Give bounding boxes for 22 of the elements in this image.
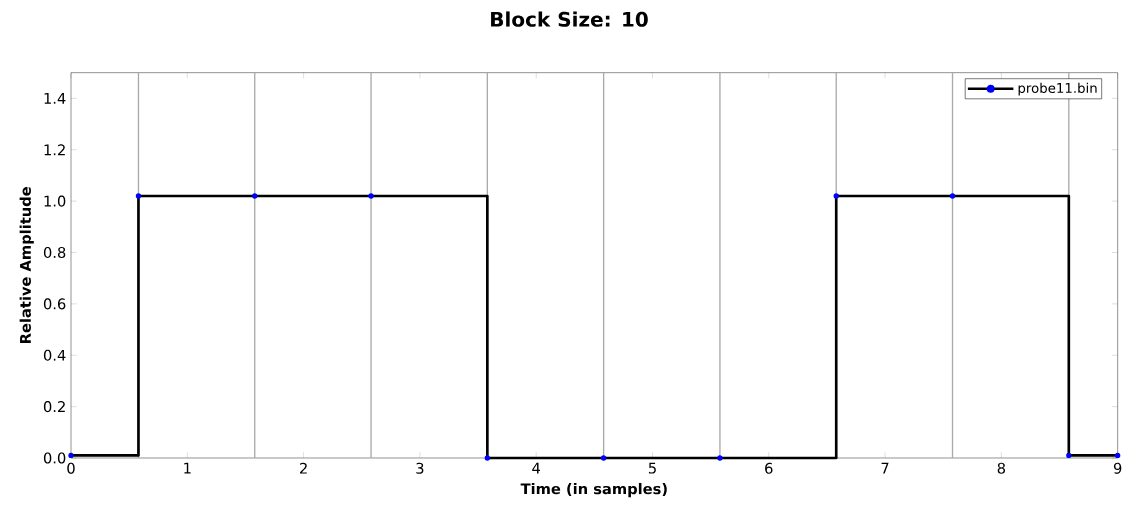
y-tick-label: 1.0 — [44, 195, 66, 207]
legend-label: probe11.bin — [1018, 82, 1097, 96]
x-tick-label: 7 — [881, 462, 889, 474]
x-tick-label: 8 — [997, 462, 1006, 474]
x-tick-label: 9 — [1113, 462, 1122, 474]
x-tick-label: 3 — [416, 462, 424, 474]
x-tick-label: 0 — [67, 462, 75, 474]
y-tick-label: 0.0 — [43, 452, 66, 464]
y-tick-label: 0.2 — [43, 401, 65, 413]
chart-title: Block Size: 10 — [491, 11, 648, 27]
y-axis-title: Relative Amplitude — [19, 187, 34, 343]
y-tick-label: 0.4 — [43, 349, 66, 361]
x-tick-label: 2 — [300, 462, 307, 474]
x-tick-label: 6 — [765, 462, 773, 474]
y-tick-label: 0.8 — [43, 246, 66, 259]
x-tick-label: 1 — [184, 462, 191, 474]
x-tick-label: 4 — [532, 462, 541, 474]
y-tick-label: 1.4 — [44, 93, 66, 104]
y-tick-label: 1.2 — [44, 144, 65, 156]
x-tick-label: 5 — [648, 462, 656, 474]
x-axis-title: Time (in samples) — [520, 482, 667, 498]
y-tick-label: 0.6 — [43, 298, 66, 310]
